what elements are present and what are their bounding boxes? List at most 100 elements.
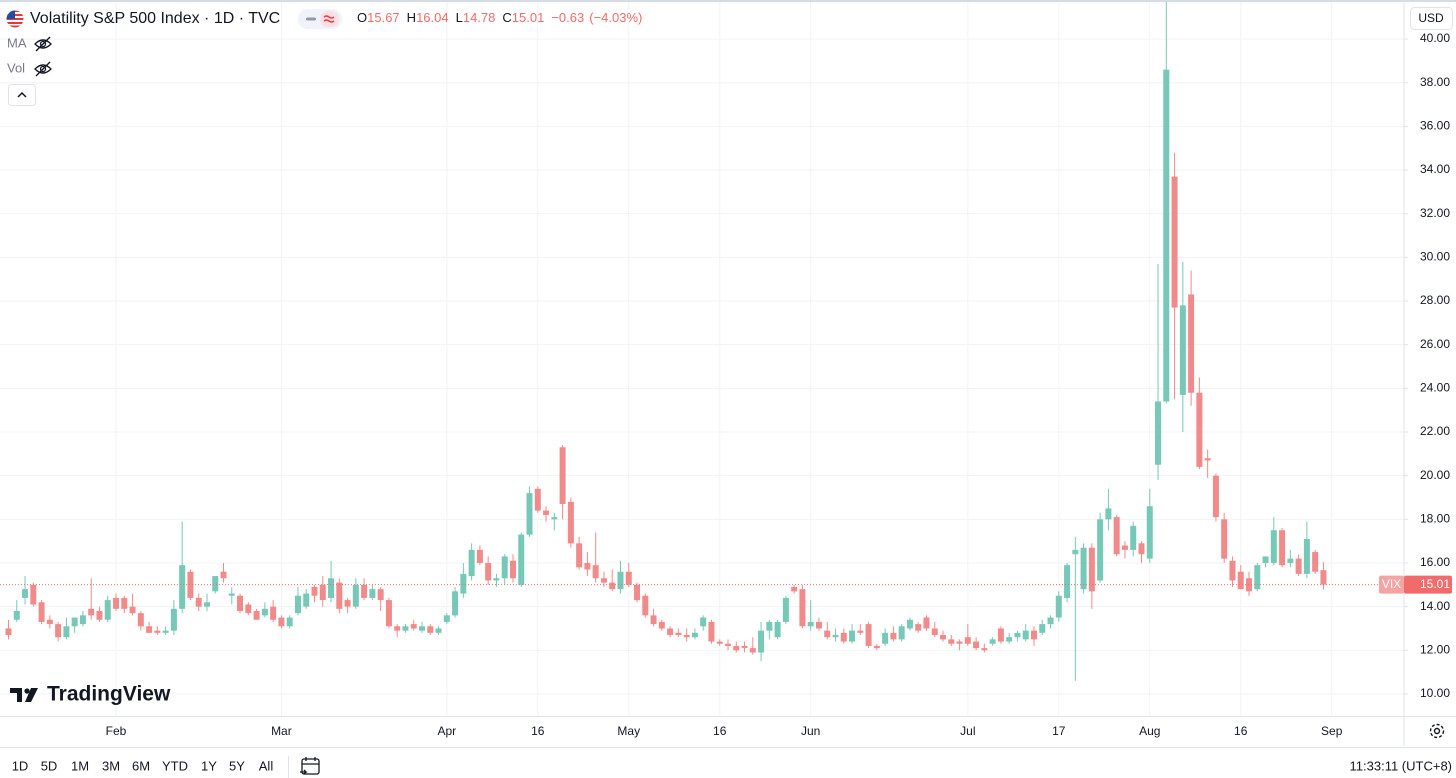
candle-body (1221, 519, 1228, 559)
ohlc-letter: C (502, 10, 511, 25)
range-button[interactable]: 5D (41, 758, 58, 773)
candle-body (758, 630, 765, 653)
candle-body (146, 626, 153, 633)
candle-body (129, 606, 136, 614)
y-tick-label: 26.00 (1420, 337, 1450, 351)
change-percent: (−4.03%) (589, 10, 642, 25)
candle-body (534, 488, 541, 511)
candle-body (121, 597, 128, 609)
candle-body (997, 628, 1004, 642)
candle-body (30, 584, 37, 605)
logo: TradingView (10, 683, 171, 706)
x-tick-label: May (617, 724, 640, 738)
y-tick-label: 22.00 (1420, 424, 1450, 438)
currency-button[interactable]: USD (1410, 7, 1453, 30)
hidden-eye-icon[interactable] (34, 36, 52, 52)
candle-body (964, 637, 971, 644)
candle-body (162, 630, 169, 633)
candle-body (642, 595, 649, 616)
candle-body (170, 608, 177, 631)
settings-button[interactable] (1429, 723, 1445, 739)
candle-body (1212, 475, 1219, 518)
candle-body (501, 556, 508, 579)
symbol-title: Volatility S&P 500 Index · 1D · TVC (30, 10, 280, 27)
candle-body (1030, 630, 1037, 640)
grid (0, 2, 1404, 716)
candle-body (1312, 552, 1319, 572)
candle-body (857, 630, 864, 633)
y-tick-label: 32.00 (1420, 206, 1450, 220)
clock: 11:33:11 (UTC+8) (1350, 758, 1452, 773)
candle-body (286, 617, 293, 627)
y-tick-label: 12.00 (1420, 642, 1450, 656)
candle-body (278, 617, 285, 627)
candle-body (1188, 294, 1195, 393)
status-pills[interactable] (298, 9, 342, 29)
range-button[interactable]: 5Y (229, 758, 245, 773)
range-button[interactable]: 1M (71, 758, 89, 773)
candle-body (253, 611, 260, 620)
candles (0, 2, 1404, 681)
y-tick-label: 24.00 (1420, 381, 1450, 395)
candle-body (600, 578, 607, 583)
candle-body (38, 602, 45, 622)
candle-body (1088, 547, 1095, 592)
candle-body (328, 578, 335, 598)
range-button[interactable]: 6M (132, 758, 150, 773)
flag-icon (6, 10, 24, 28)
candle-body (634, 584, 641, 601)
ohlc-letter: O (357, 10, 367, 25)
candle-body (63, 626, 70, 638)
range-button[interactable]: YTD (162, 758, 188, 773)
candle-body (394, 626, 401, 631)
y-tick-label: 18.00 (1420, 511, 1450, 525)
x-tick-label: 16 (713, 724, 727, 738)
candle-body (749, 648, 756, 653)
range-button[interactable]: All (259, 758, 274, 773)
candle-body (154, 630, 161, 633)
candle-body (906, 619, 913, 629)
candle-body (96, 611, 103, 620)
symbol-badge (1379, 575, 1404, 594)
candle-body (650, 615, 657, 625)
candle-body (741, 645, 748, 649)
candle-body (1064, 565, 1071, 598)
candle-body (261, 608, 268, 616)
currency-label: USD (1418, 11, 1444, 25)
x-tick-label: 16 (1234, 724, 1248, 738)
candle-body (592, 565, 599, 579)
candle-body (220, 571, 227, 579)
candle-body (799, 589, 806, 627)
candle-body (774, 621, 781, 638)
hidden-eye-icon[interactable] (34, 61, 52, 77)
candle-body (1039, 624, 1046, 633)
collapse-button[interactable] (8, 84, 36, 106)
candle-body (1130, 525, 1137, 550)
range-button[interactable]: 1Y (201, 758, 217, 773)
range-button[interactable]: 1D (12, 758, 29, 773)
candle-body (237, 595, 244, 612)
candle-body (584, 562, 591, 570)
candle-body (658, 621, 665, 629)
range-button[interactable]: 3M (102, 758, 120, 773)
candle-body (1121, 545, 1128, 550)
candle-body (427, 626, 434, 633)
candle-body (1014, 632, 1021, 638)
low-value: 14.78 (463, 10, 496, 25)
candle-body (435, 628, 442, 633)
candle-body (625, 571, 632, 585)
candle-body (294, 595, 301, 614)
candle-body (55, 624, 62, 638)
candle-body (1287, 558, 1294, 563)
candle-body (559, 447, 566, 505)
candle-body (361, 584, 368, 598)
last-price-label: 15.01 (1420, 577, 1450, 591)
candle-body (452, 591, 459, 616)
candle-body (840, 632, 847, 642)
date-range-button[interactable] (300, 757, 320, 775)
candle-body (898, 626, 905, 640)
high-value: 16.04 (416, 10, 449, 25)
